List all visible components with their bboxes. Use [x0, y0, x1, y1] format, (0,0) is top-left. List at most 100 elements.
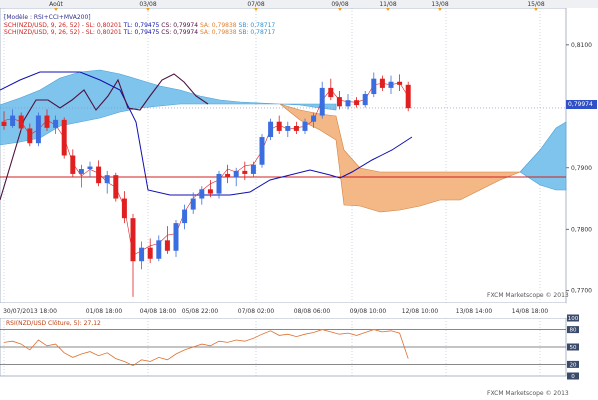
- candle-body-17: [147, 247, 153, 259]
- top-axis-marker-0: [54, 8, 58, 11]
- candle-body-34: [293, 126, 299, 131]
- candle-body-19: [164, 240, 170, 251]
- candles-group: [1, 72, 411, 297]
- main-plot-area: [0, 7, 567, 304]
- candle-body-25: [216, 173, 222, 194]
- candle-body-24: [207, 189, 213, 194]
- candle-body-31: [268, 121, 274, 138]
- candle-body-27: [233, 170, 239, 178]
- top-axis-label-2: 07/08: [247, 1, 264, 8]
- candle-body-35: [302, 121, 308, 131]
- legend-2-sa: SA: 0,79838: [199, 29, 237, 36]
- legend-1-name: SCH(NZD/USD, 9, 26, 52) -: [4, 21, 84, 29]
- candle-body-28: [242, 170, 248, 174]
- y-tick-label-4: 0,7700: [571, 288, 592, 295]
- rsi-tick-box-4: [567, 372, 579, 380]
- x-tick-label-5: 08/08 06:00: [294, 308, 331, 315]
- candle-body-22: [190, 198, 196, 210]
- bottom-axis-bar: [0, 303, 566, 318]
- legend-1-sl: SL: 0,80201: [85, 21, 122, 29]
- top-axis-label-6: 15/08: [527, 1, 544, 8]
- candle-body-47: [405, 84, 411, 109]
- top-axis-marker-6: [534, 8, 538, 11]
- legend: [Modèle : RSI+CCI+MVA200] SCH(NZD/USD, 9…: [4, 14, 275, 37]
- candle-body-9: [78, 169, 84, 174]
- rsi-tick-box-0: [567, 314, 579, 322]
- candle-body-44: [379, 78, 385, 88]
- x-tick-label-3: 05/08 22:00: [182, 308, 219, 315]
- x-tick-label-4: 07/08 02:00: [238, 308, 275, 315]
- candle-body-37: [319, 87, 325, 116]
- candle-body-39: [336, 97, 342, 107]
- y-tick-label-0: 0,8100: [571, 42, 592, 49]
- candle-body-33: [285, 126, 291, 131]
- legend-line-2: SCH(NZD/USD, 9, 26, 52) - SL: 0,80201 TL…: [4, 29, 275, 37]
- legend-1-cs: CS: 0,79974: [161, 21, 199, 29]
- candle-body-8: [70, 155, 76, 174]
- candle-body-29: [250, 164, 256, 174]
- candle-body-0: [1, 121, 7, 126]
- current-price-tag: 0,79974: [566, 100, 597, 109]
- top-axis-marker-5: [438, 8, 442, 11]
- candle-body-43: [371, 78, 377, 95]
- candle-body-42: [362, 94, 368, 106]
- candle-body-2: [18, 115, 24, 129]
- candle-body-38: [328, 87, 334, 98]
- rsi-tick-label-1: 80: [570, 328, 577, 334]
- candle-body-41: [354, 100, 360, 106]
- candle-body-30: [259, 137, 265, 165]
- rsi-line: [3, 329, 409, 367]
- top-axis-marker-3: [338, 8, 342, 11]
- candle-body-16: [139, 247, 145, 262]
- top-axis-label-4: 11/08: [379, 1, 396, 8]
- watermark-rsi: FXCM Marketscope © 2013: [487, 390, 569, 397]
- rsi-title: RSI(NZD/USD Clôture, 5): 27,12: [6, 320, 101, 327]
- top-axis-label-5: 13/08: [431, 1, 448, 8]
- legend-2-tl: TL: 0,79475: [123, 29, 160, 36]
- candle-body-45: [388, 81, 394, 88]
- candle-body-32: [276, 121, 282, 131]
- candle-body-46: [397, 81, 403, 85]
- legend-1-sb: SB: 0,78717: [238, 21, 276, 29]
- top-axis-marker-1: [146, 8, 150, 11]
- x-tick-label-2: 04/08 18:00: [140, 308, 177, 315]
- candle-body-3: [27, 128, 33, 144]
- candle-body-11: [96, 166, 102, 184]
- candle-body-40: [345, 100, 351, 107]
- rsi-tick-label-4: 0: [571, 374, 575, 380]
- legend-model: [Modèle : RSI+CCI+MVA200]: [4, 14, 91, 21]
- kumo-cloud-future: [519, 121, 567, 191]
- x-tick-label-6: 09/08 10:00: [350, 308, 387, 315]
- rsi-tick-label-0: 100: [568, 316, 579, 322]
- legend-2-name: SCH(NZD/USD, 9, 26, 52) -: [4, 29, 84, 36]
- top-axis-label-0: Août: [49, 1, 63, 8]
- x-tick-label-0: 30/07/2013 18:00: [3, 308, 57, 315]
- rsi-tick-label-3: 20: [570, 362, 577, 368]
- rsi-tick-label-2: 50: [570, 345, 577, 351]
- rsi-tick-box-1: [567, 326, 579, 334]
- kumo-cloud-bearish: [279, 103, 530, 213]
- candle-body-7: [61, 119, 67, 156]
- top-axis-label-3: 09/08: [331, 1, 348, 8]
- x-tick-label-1: 01/08 18:00: [86, 308, 123, 315]
- candle-body-10: [87, 166, 93, 170]
- candle-body-6: [53, 119, 59, 128]
- candle-body-18: [156, 240, 162, 259]
- rsi-tick-box-2: [567, 343, 579, 351]
- candle-body-20: [173, 223, 179, 251]
- top-axis-label-1: 03/08: [139, 1, 156, 8]
- x-tick-label-7: 12/08 10:00: [402, 308, 439, 315]
- candle-body-1: [10, 115, 16, 126]
- legend-1-sa: SA: 0,79838: [199, 21, 237, 29]
- top-axis-marker-4: [386, 8, 390, 11]
- y-tick-label-3: 0,7800: [571, 226, 592, 233]
- candle-body-4: [35, 115, 41, 144]
- top-axis-bar: [0, 0, 598, 8]
- candle-body-21: [182, 209, 188, 224]
- legend-2-sl: SL: 0,80201: [85, 29, 122, 36]
- legend-1-tl: TL: 0,79475: [123, 21, 160, 29]
- chikou-span-line: [0, 73, 209, 201]
- top-axis-marker-2: [254, 8, 258, 11]
- legend-line-1: SCH(NZD/USD, 9, 26, 52) - SL: 0,80201 TL…: [4, 22, 275, 30]
